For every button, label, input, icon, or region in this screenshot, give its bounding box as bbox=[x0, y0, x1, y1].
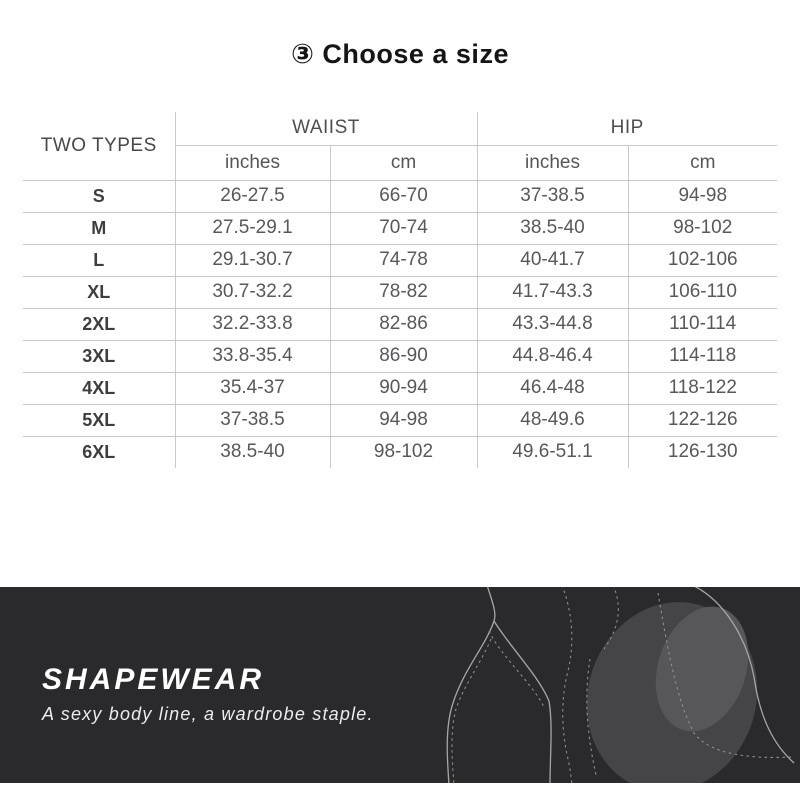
measurement-cell: 46.4-48 bbox=[476, 372, 628, 405]
measurement-cell: 37-38.5 bbox=[476, 180, 628, 213]
measurement-cell: 43.3-44.8 bbox=[476, 308, 628, 341]
measurement-cell: 78-82 bbox=[329, 276, 477, 309]
size-label-cell: 2XL bbox=[23, 308, 175, 341]
size-label-cell: 5XL bbox=[23, 404, 175, 437]
waist-cm-header: cm bbox=[329, 145, 477, 181]
table-row: 3XL 33.8-35.4 86-90 44.8-46.4 114-118 bbox=[23, 340, 777, 373]
banner-text-block: SHAPEWEAR A sexy body line, a wardrobe s… bbox=[42, 663, 374, 725]
table-row: 6XL 38.5-40 98-102 49.6-51.1 126-130 bbox=[23, 436, 777, 468]
measurement-cell: 37-38.5 bbox=[174, 404, 330, 437]
measurement-cell: 38.5-40 bbox=[174, 436, 330, 468]
unit-header-row: inches cm inches cm bbox=[23, 145, 777, 181]
size-label-cell: 4XL bbox=[23, 372, 175, 405]
measurement-cell: 114-118 bbox=[627, 340, 777, 373]
measurement-cell: 41.7-43.3 bbox=[476, 276, 628, 309]
stitch-seam-lines bbox=[451, 587, 793, 783]
corner-header-two-types: TWO TYPES bbox=[23, 112, 175, 181]
waist-inches-header: inches bbox=[174, 145, 330, 181]
size-label-cell: S bbox=[23, 180, 175, 213]
size-chart-table: TWO TYPES WAIIST HIP inches cm inches cm… bbox=[23, 112, 777, 468]
hip-cm-header: cm bbox=[627, 145, 777, 181]
measurement-cell: 29.1-30.7 bbox=[174, 244, 330, 277]
size-label-cell: XL bbox=[23, 276, 175, 309]
buttock-shape bbox=[586, 602, 758, 783]
page-title: ③ Choose a size bbox=[291, 39, 509, 69]
size-label-cell: 6XL bbox=[82, 441, 116, 462]
brand-name: SHAPEWEAR bbox=[42, 663, 265, 696]
measurement-cell: 33.8-35.4 bbox=[174, 340, 330, 373]
measurement-cell: 94-98 bbox=[627, 180, 777, 213]
measurement-cell: 66-70 bbox=[329, 180, 477, 213]
table-row: 5XL 37-38.5 94-98 48-49.6 122-126 bbox=[23, 404, 777, 437]
table-row: 4XL 35.4-37 90-94 46.4-48 118-122 bbox=[23, 372, 777, 405]
measurement-cell: 35.4-37 bbox=[174, 372, 330, 405]
measurement-cell: 44.8-46.4 bbox=[476, 340, 628, 373]
measurement-cell: 90-94 bbox=[329, 372, 477, 405]
measurement-cell: 40-41.7 bbox=[476, 244, 628, 277]
measurement-cell: 49.6-51.1 bbox=[476, 436, 628, 468]
measurement-cell: 38.5-40 bbox=[476, 212, 628, 245]
measurement-cell: 32.2-33.8 bbox=[174, 308, 330, 341]
hip-inches-header: inches bbox=[476, 145, 628, 181]
measurement-cell: 98-102 bbox=[627, 212, 777, 245]
measurement-cell: 48-49.6 bbox=[476, 404, 628, 437]
table-row: XL 30.7-32.2 78-82 41.7-43.3 106-110 bbox=[23, 276, 777, 309]
table-row: 2XL 32.2-33.8 82-86 43.3-44.8 110-114 bbox=[23, 308, 777, 341]
promo-banner: SHAPEWEAR A sexy body line, a wardrobe s… bbox=[0, 587, 800, 783]
measurement-cell: 106-110 bbox=[627, 276, 777, 309]
measurement-cell: 98-102 bbox=[329, 436, 477, 468]
table-row: M 27.5-29.1 70-74 38.5-40 98-102 bbox=[23, 212, 777, 245]
size-rows-body: S 26-27.5 66-70 37-38.5 94-98 M 27.5-29.1 70-74… bbox=[23, 180, 777, 468]
measurement-cell: 70-74 bbox=[329, 212, 477, 245]
measurement-cell: 122-126 bbox=[627, 404, 777, 437]
size-label-cell: M bbox=[23, 212, 175, 245]
measurement-cell: 74-78 bbox=[329, 244, 477, 277]
table-row: L 29.1-30.7 74-78 40-41.7 102-106 bbox=[23, 244, 777, 277]
hip-group-header: HIP bbox=[476, 112, 777, 146]
measurement-cell: 126-130 bbox=[627, 436, 777, 468]
size-chart-header: TWO TYPES WAIIST HIP inches cm inches cm bbox=[23, 112, 777, 181]
measurement-cell: 118-122 bbox=[627, 372, 777, 405]
waist-group-header: WAIIST bbox=[174, 112, 477, 146]
measurement-cell: 102-106 bbox=[627, 244, 777, 277]
measurement-cell: 86-90 bbox=[329, 340, 477, 373]
brand-tagline: A sexy body line, a wardrobe staple. bbox=[42, 704, 374, 724]
measurement-cell: 110-114 bbox=[627, 308, 777, 341]
shapewear-line-art-illustration bbox=[446, 587, 795, 783]
size-label-cell: L bbox=[23, 244, 175, 277]
measurement-cell: 82-86 bbox=[329, 308, 477, 341]
measurement-cell: 30.7-32.2 bbox=[174, 276, 330, 309]
size-label-cell: 3XL bbox=[23, 340, 175, 373]
measurement-cell: 94-98 bbox=[329, 404, 477, 437]
measurement-cell: 26-27.5 bbox=[174, 180, 330, 213]
body-outline-lines bbox=[446, 587, 795, 783]
table-row: S 26-27.5 66-70 37-38.5 94-98 bbox=[23, 180, 777, 213]
group-header-row: TWO TYPES WAIIST HIP bbox=[23, 112, 777, 181]
measurement-cell: 27.5-29.1 bbox=[174, 212, 330, 245]
